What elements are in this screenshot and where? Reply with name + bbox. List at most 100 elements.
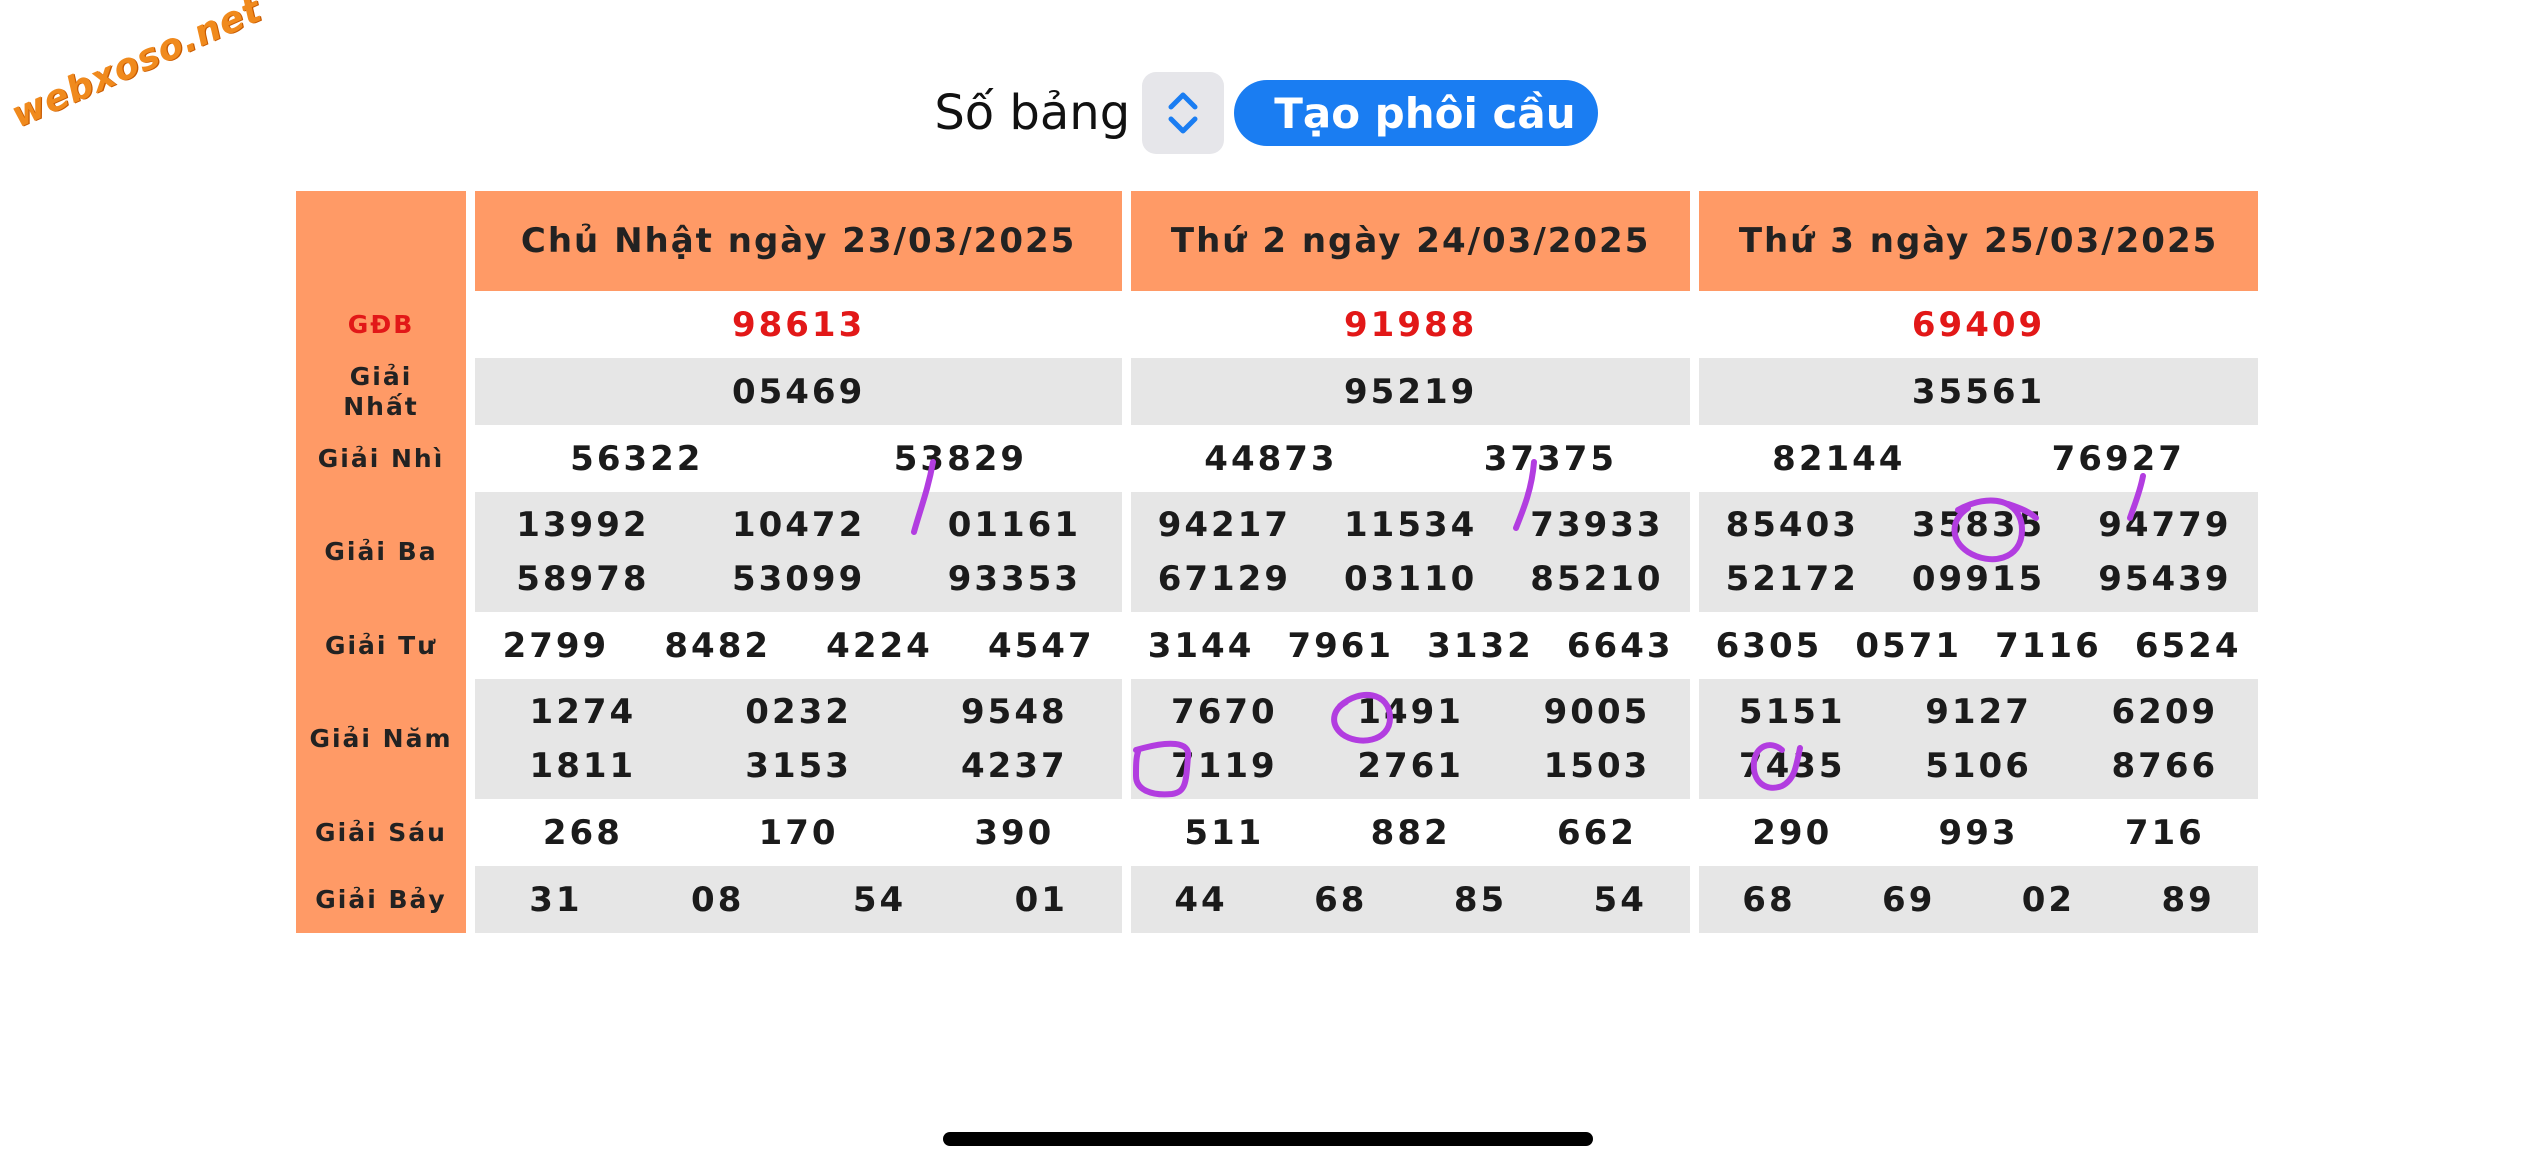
prize-number: 6305: [1715, 625, 1823, 666]
prize-number: 82144: [1772, 438, 1906, 479]
prize-number: 9005: [1543, 692, 1651, 732]
prize-number: 9548: [961, 692, 1068, 732]
seventh-prize-sunday: 31 08 54 01: [466, 866, 1123, 933]
prize-number: 3144: [1147, 625, 1255, 666]
create-chart-button[interactable]: Tạo phôi cầu: [1234, 80, 1598, 146]
seventh-prize-tuesday: 68 69 02 89: [1690, 866, 2258, 933]
prize-number: 56322: [570, 438, 704, 479]
prize-number: 54: [852, 879, 907, 920]
special-prize-row: GĐB 98613 91988 69409: [296, 291, 2258, 358]
prize-number: 6524: [2134, 625, 2242, 666]
prize-number: 170: [758, 812, 839, 853]
row-label-second: Giải Nhì: [296, 425, 466, 492]
prize-number: 31: [529, 879, 583, 920]
prize-number: 10472: [731, 505, 866, 545]
prize-number: 85: [1453, 879, 1508, 920]
prize-number: 7119: [1171, 746, 1278, 786]
third-prize-sunday: 13992 10472 01161 58978 53099 93353: [466, 492, 1123, 612]
row-label-first: Giải Nhất: [296, 358, 466, 425]
prize-number: 1491: [1357, 692, 1464, 732]
prize-number: 94779: [2098, 505, 2232, 545]
prize-number: 35835: [1911, 505, 2046, 545]
prize-number: 4224: [826, 625, 933, 666]
prize-number: 08: [691, 879, 745, 920]
fifth-prize-monday: 7670 1491 9005 7119 2761 1503: [1122, 679, 1691, 799]
prize-number: 5106: [1925, 746, 2032, 786]
prize-number: 511: [1184, 812, 1265, 853]
prize-number: 7435: [1738, 746, 1846, 786]
prize-number: 0232: [745, 692, 852, 732]
corner-cell: [296, 191, 466, 291]
day-header-tuesday: Thứ 3 ngày 25/03/2025: [1690, 191, 2258, 291]
second-prize-row: Giải Nhì 56322 53829 44873 37375 82144 7692…: [296, 425, 2258, 492]
prize-number: 02: [2021, 879, 2076, 920]
prize-number: 290: [1752, 812, 1833, 853]
prize-number: 03110: [1344, 559, 1478, 599]
prize-number: 3153: [745, 746, 852, 786]
prize-number: 68: [1314, 879, 1368, 920]
prize-number: 5151: [1738, 692, 1846, 732]
prize-number: 4237: [961, 746, 1068, 786]
row-label-seventh: Giải Bảy: [296, 866, 466, 933]
prize-number: 8766: [2111, 746, 2219, 786]
prize-number: 4547: [987, 625, 1095, 666]
second-prize-tuesday: 82144 76927: [1690, 425, 2258, 492]
prize-number: 3132: [1427, 625, 1534, 666]
prize-number: 8482: [664, 625, 772, 666]
first-prize-monday: 95219: [1122, 358, 1691, 425]
prize-number: 85210: [1530, 559, 1664, 599]
prize-number: 09915: [1911, 559, 2046, 599]
prize-number: 67129: [1157, 559, 1291, 599]
fifth-prize-tuesday: 5151 9127 6209 7435 5106 8766: [1690, 679, 2258, 799]
prize-number: 69: [1882, 879, 1936, 920]
prize-number: 9127: [1925, 692, 2032, 732]
prize-number: 716: [2124, 812, 2205, 853]
fourth-prize-sunday: 2799 8482 4224 4547: [466, 612, 1123, 679]
prize-number: 1811: [529, 746, 637, 786]
prize-number: 68: [1742, 879, 1796, 920]
prize-number: 6643: [1566, 625, 1674, 666]
prize-number: 53829: [893, 438, 1028, 479]
sixth-prize-tuesday: 290 993 716: [1690, 799, 2258, 866]
sixth-prize-sunday: 268 170 390: [466, 799, 1123, 866]
board-count-label: Số bảng: [934, 85, 1131, 141]
prize-number: 662: [1556, 812, 1637, 853]
prize-number: 390: [974, 812, 1055, 853]
home-indicator-bar[interactable]: [943, 1132, 1593, 1146]
prize-number: 993: [1938, 812, 2019, 853]
prize-number: 54: [1593, 879, 1647, 920]
fifth-prize-row: Giải Năm 1274 0232 9548 1811 3153 4237 7670 1…: [296, 679, 2258, 799]
prize-number: 37375: [1483, 438, 1618, 479]
first-prize-sunday: 05469: [466, 358, 1123, 425]
prize-number: 76927: [2051, 438, 2185, 479]
prize-number: 52172: [1725, 559, 1859, 599]
day-header-sunday: Chủ Nhật ngày 23/03/2025: [466, 191, 1123, 291]
special-prize-tuesday: 69409: [1690, 291, 2258, 358]
prize-number: 44: [1174, 879, 1228, 920]
row-label-fourth: Giải Tư: [296, 612, 466, 679]
third-prize-monday: 94217 11534 73933 67129 03110 85210: [1122, 492, 1691, 612]
prize-number: 1503: [1543, 746, 1651, 786]
prize-number: 13992: [516, 505, 650, 545]
sixth-prize-row: Giải Sáu 268 170 390 511 882 662 290 993 716: [296, 799, 2258, 866]
seventh-prize-monday: 44 68 85 54: [1122, 866, 1691, 933]
third-prize-tuesday: 85403 35835 94779 52172 09915 95439: [1690, 492, 2258, 612]
date-header-row: Chủ Nhật ngày 23/03/2025 Thứ 2 ngày 24/0…: [296, 191, 2258, 291]
row-label-third: Giải Ba: [296, 492, 466, 612]
prize-number: 7961: [1287, 625, 1395, 666]
prize-number: 6209: [2111, 692, 2219, 732]
lottery-results-table: Chủ Nhật ngày 23/03/2025 Thứ 2 ngày 24/0…: [296, 191, 2258, 933]
second-prize-sunday: 56322 53829: [466, 425, 1123, 492]
prize-number: 1274: [529, 692, 637, 732]
prize-number: 53099: [731, 559, 866, 599]
prize-number: 7670: [1171, 692, 1278, 732]
fourth-prize-tuesday: 6305 0571 7116 6524: [1690, 612, 2258, 679]
board-count-stepper[interactable]: [1142, 72, 1225, 154]
prize-number: 01: [1014, 879, 1068, 920]
prize-number: 2761: [1357, 746, 1464, 786]
row-label-sixth: Giải Sáu: [296, 799, 466, 866]
toolbar: Số bảng Tạo phôi cầu: [0, 72, 2532, 154]
prize-number: 0571: [1855, 625, 1963, 666]
sixth-prize-monday: 511 882 662: [1122, 799, 1691, 866]
second-prize-monday: 44873 37375: [1122, 425, 1691, 492]
